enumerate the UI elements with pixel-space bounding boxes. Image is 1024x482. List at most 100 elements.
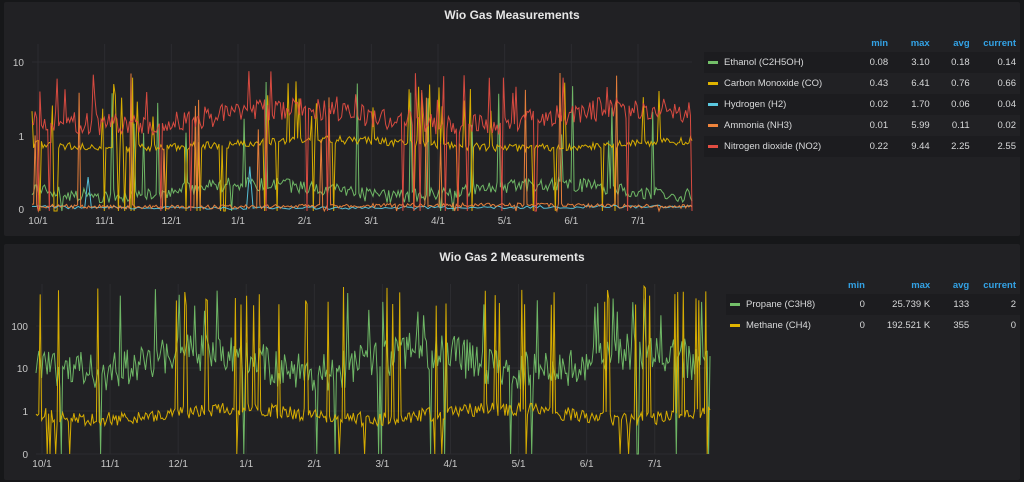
legend-row-methane-ch4[interactable]: Methane (CH4) 0 192.521 K 355 0 [726,315,1020,336]
x-tick-label: 4/1 [431,216,445,227]
legend-series-name[interactable]: Ethanol (C2H5OH) [704,52,853,73]
legend-value-max: 9.44 [892,136,934,157]
legend-value-max: 25.739 K [868,294,935,315]
legend-value-avg: 133 [934,294,974,315]
legend-label: Carbon Monoxide (CO) [724,78,823,89]
legend-value-avg: 0.11 [951,120,970,131]
y-tick-label: 1 [22,407,28,418]
legend-value-max: 1.70 [892,94,934,115]
legend-label: Nitrogen dioxide (NO2) [724,141,822,152]
x-tick-label: 4/1 [444,459,458,470]
legend-row-propane-c3h8[interactable]: Propane (C3H8) 0 25.739 K 133 2 [726,294,1020,315]
legend-row-carbon-monoxide-co[interactable]: Carbon Monoxide (CO) 0.43 6.41 0.76 0.66 [704,73,1020,94]
y-tick-label: 1 [18,132,24,143]
legend-series-name[interactable]: Propane (C3H8) [726,294,835,315]
series-line-carbon-monoxide-co[interactable] [31,77,693,212]
legend-row-ethanol-c2h5oh[interactable]: Ethanol (C2H5OH) 0.08 3.10 0.18 0.14 [704,52,1020,73]
x-tick-label: 12/1 [168,459,188,470]
legend-label: Methane (CH4) [746,320,811,331]
x-tick-label: 10/1 [32,459,52,470]
legend-series-name[interactable]: Carbon Monoxide (CO) [704,73,852,94]
legend-swatch [730,323,740,327]
y-tick-label: 100 [11,322,28,333]
legend-value-min: 0 [834,294,869,315]
legend-swatch [708,60,718,64]
legend-row-nitrogen-dioxide-no2[interactable]: Nitrogen dioxide (NO2) 0.22 9.44 2.25 2.55 [704,136,1020,157]
x-tick-label: 1/1 [239,459,253,470]
legend-value-avg: 355 [953,320,970,331]
legend-value-current: 2.55 [973,136,1020,157]
x-tick-label: 2/1 [307,459,321,470]
series-line-methane-ch4[interactable] [35,284,711,455]
x-tick-label: 10/1 [28,216,48,227]
legend-value-current: 2 [973,294,1020,315]
legend-value-avg: 2.25 [933,136,974,157]
x-tick-label: 7/1 [631,216,645,227]
legend-header-max[interactable]: max [910,38,930,49]
legend-series-name[interactable]: Methane (CH4) [726,315,835,336]
legend-value-max: 6.41 [911,78,930,89]
legend-1: min max avg current Ethanol (C2H5OH) 0.08… [704,38,1020,157]
legend-series-name[interactable]: Nitrogen dioxide (NO2) [704,136,853,157]
legend-row-ammonia-nh3[interactable]: Ammonia (NH3) 0.01 5.99 0.11 0.02 [704,115,1020,136]
x-tick-label: 5/1 [512,459,526,470]
legend-value-min: 0.43 [869,78,889,89]
legend-label: Ethanol (C2H5OH) [724,57,804,68]
legend-value-current: 0 [1010,320,1016,331]
legend-label: Hydrogen (H2) [724,99,787,110]
x-tick-label: 3/1 [364,216,378,227]
legend-value-current: 0.66 [997,78,1017,89]
x-tick-label: 11/1 [95,216,114,227]
legend-value-min: 0.02 [852,94,893,115]
legend-value-min: 0.08 [852,52,893,73]
y-tick-label: 10 [17,364,29,375]
panel-title[interactable]: Wio Gas 2 Measurements [439,250,585,264]
y-tick-label: 10 [13,58,25,69]
legend-swatch [708,102,718,106]
legend-header-avg[interactable]: avg [953,38,970,49]
legend-header-current[interactable]: current [983,280,1016,291]
legend-value-min: 0 [859,320,865,331]
legend-header-max[interactable]: max [911,280,931,291]
legend-value-current: 0.02 [997,120,1017,131]
legend-value-min: 0.22 [852,136,893,157]
panel-title[interactable]: Wio Gas Measurements [444,8,580,22]
x-tick-label: 5/1 [498,216,512,227]
x-tick-label: 11/1 [101,459,120,470]
legend-2: min max avg current Propane (C3H8) 0 25.73… [726,280,1020,336]
legend-value-avg: 0.76 [951,78,970,89]
y-tick-label: 0 [22,450,28,461]
legend-row-hydrogen-h2[interactable]: Hydrogen (H2) 0.02 1.70 0.06 0.04 [704,94,1020,115]
chart-1[interactable]: 10/1 11/1 12/1 1/1 2/1 3/1 4/1 5/1 6/1 7/1 0 1 10 [4,2,704,236]
legend-swatch [708,123,718,127]
legend-label: Propane (C3H8) [746,299,816,310]
legend-header-min[interactable]: min [848,280,865,291]
legend-swatch [708,81,718,85]
legend-value-avg: 0.06 [933,94,974,115]
series-line-nitrogen-dioxide-no2[interactable] [31,71,693,212]
legend-series-name[interactable]: Hydrogen (H2) [704,94,853,115]
legend-value-max: 3.10 [892,52,934,73]
series-line-ammonia-nh3[interactable] [31,72,693,213]
legend-header-avg[interactable]: avg [952,280,970,291]
legend-series-name[interactable]: Ammonia (NH3) [704,115,852,136]
legend-value-current: 0.14 [973,52,1020,73]
x-tick-label: 3/1 [375,459,389,470]
legend-label: Ammonia (NH3) [724,120,793,131]
legend-value-max: 192.521 K [886,320,931,331]
legend-header-min[interactable]: min [871,38,889,49]
x-tick-label: 6/1 [580,459,594,470]
legend-header-current[interactable]: current [983,38,1016,49]
legend-swatch [708,144,718,148]
x-tick-label: 7/1 [648,459,662,470]
legend-value-min: 0.01 [869,120,889,131]
series-line-ethanol-c2h5oh[interactable] [31,81,693,212]
legend-value-current: 0.04 [973,94,1020,115]
x-tick-label: 1/1 [231,216,245,227]
gas-panel-1: Wio Gas Measurements 10/1 11/1 12/1 1/1 2/1 3… [4,2,1020,236]
x-tick-label: 2/1 [298,216,312,227]
legend-value-max: 5.99 [911,120,930,131]
series-line-propane-c3h8[interactable] [35,289,711,455]
chart-2[interactable]: 10/1 11/1 12/1 1/1 2/1 3/1 4/1 5/1 6/1 7/1 0 1 10 100 [4,244,724,480]
gas-panel-2: Wio Gas 2 Measurements 10/1 11/1 12/1 1/1 2/… [4,244,1020,480]
